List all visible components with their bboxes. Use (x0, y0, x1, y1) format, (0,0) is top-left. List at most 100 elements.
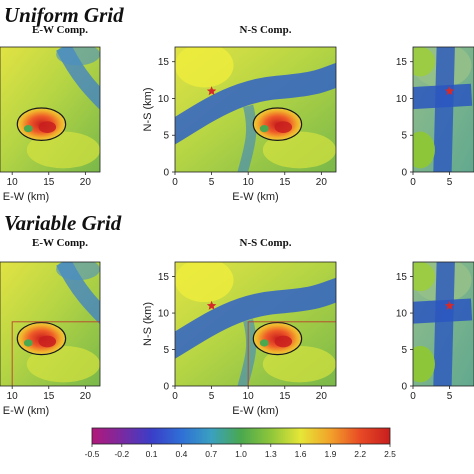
colorbar-tick-label: 2.5 (384, 449, 396, 459)
heatmap-panel (175, 262, 336, 386)
low-amplitude-patch (56, 47, 100, 66)
x-tick-label: 20 (80, 391, 92, 402)
component-label: E-W Comp. (32, 24, 88, 36)
low-amplitude-band (175, 62, 336, 145)
x-tick-label: 15 (43, 177, 55, 188)
basin-low-spot (23, 124, 33, 133)
refined-grid-outline (11, 321, 100, 386)
x-tick-label: 20 (316, 177, 328, 188)
y-tick-label: 0 (163, 168, 169, 179)
y-tick-label: 0 (401, 382, 407, 393)
y-tick-label: 10 (396, 94, 408, 105)
panel-frame (412, 46, 474, 173)
colorbar-tick-label: 0.7 (205, 449, 217, 459)
colorbar-tick-label: 1.6 (295, 449, 307, 459)
colorbar-tick-label: -0.5 (85, 449, 100, 459)
panel-frame (174, 46, 337, 173)
colorbar-tick-label: 1.0 (235, 449, 247, 459)
low-amplitude-band (237, 319, 257, 386)
basin-low-spot (259, 339, 269, 347)
basin-peak (274, 121, 293, 134)
low-amplitude-band (237, 104, 257, 172)
x-tick-label: 10 (243, 177, 255, 188)
station-star (444, 86, 455, 96)
station-star (206, 86, 217, 96)
panel-frame (0, 46, 101, 173)
y-tick-label: 5 (401, 345, 407, 356)
x-tick-label: 15 (279, 177, 291, 188)
heatmap-panel (175, 47, 336, 172)
colorbar-tick-label: 2.2 (354, 449, 366, 459)
y-tick-label: 0 (163, 382, 169, 393)
basin-low-spot (259, 124, 269, 133)
y-tick-label: 15 (396, 272, 408, 283)
heatmap-panel (0, 47, 100, 172)
high-amplitude-patch (413, 131, 435, 169)
x-tick-label: 20 (80, 177, 92, 188)
low-amplitude-patch (56, 262, 100, 281)
x-tick-label: 10 (7, 391, 19, 402)
high-amplitude-patch (413, 47, 435, 77)
low-amplitude-band (433, 47, 455, 172)
low-amplitude-band (175, 277, 336, 359)
y-tick-label: 15 (158, 272, 170, 283)
panel-frame (0, 261, 101, 387)
panel-frame (412, 261, 474, 387)
x-tick-label: 0 (172, 177, 178, 188)
heatmap-panel (413, 262, 474, 386)
x-tick-label: 0 (172, 391, 178, 402)
high-amplitude-patch (175, 47, 234, 88)
component-label: N-S Comp. (240, 237, 292, 249)
section-title: Uniform Grid (4, 3, 124, 27)
y-tick-label: 15 (158, 57, 170, 68)
y-tick-label: 5 (163, 131, 169, 142)
x-tick-label: 0 (410, 177, 416, 188)
panel-frame (174, 261, 337, 387)
colorbar-tick-label: 1.9 (324, 449, 336, 459)
y-tick-label: 5 (163, 345, 169, 356)
x-axis-label: E-W (km) (3, 191, 49, 203)
section-title: Variable Grid (4, 211, 122, 235)
basin-peak (274, 335, 293, 348)
x-tick-label: 5 (209, 391, 215, 402)
heatmap-panel (0, 262, 100, 386)
x-tick-label: 5 (447, 177, 453, 188)
y-tick-label: 15 (396, 57, 408, 68)
colorbar-tick-label: 0.1 (146, 449, 158, 459)
component-label: E-W Comp. (32, 237, 88, 249)
x-tick-label: 10 (243, 391, 255, 402)
x-axis-label: E-W (km) (232, 191, 278, 203)
x-axis-label: E-W (km) (232, 405, 278, 417)
high-amplitude-patch (413, 345, 435, 383)
x-tick-label: 20 (316, 391, 328, 402)
low-amplitude-band (433, 262, 455, 386)
y-tick-label: 10 (396, 309, 408, 320)
station-star (206, 300, 217, 310)
y-axis-label: N-S (km) (142, 88, 154, 132)
x-tick-label: 15 (279, 391, 291, 402)
y-axis-label: N-S (km) (142, 302, 154, 346)
x-tick-label: 15 (43, 391, 55, 402)
basin-peak (38, 335, 57, 348)
x-axis-label: E-W (km) (3, 405, 49, 417)
y-tick-label: 10 (158, 309, 170, 320)
x-tick-label: 5 (209, 177, 215, 188)
station-star (444, 300, 455, 310)
refined-grid-outline (247, 321, 336, 386)
colorbar (91, 427, 391, 445)
y-tick-label: 0 (401, 168, 407, 179)
x-tick-label: 10 (7, 177, 19, 188)
y-tick-label: 10 (158, 94, 170, 105)
high-amplitude-patch (413, 262, 435, 292)
colorbar-tick-label: 1.3 (265, 449, 277, 459)
x-tick-label: 5 (447, 391, 453, 402)
y-tick-label: 5 (401, 131, 407, 142)
basin-low-spot (23, 339, 33, 347)
heatmap-panel (413, 47, 474, 172)
colorbar-tick-label: 0.4 (175, 449, 187, 459)
colorbar-tick-label: -0.2 (114, 449, 129, 459)
high-amplitude-patch (175, 262, 234, 303)
basin-peak (38, 121, 57, 134)
component-label: N-S Comp. (240, 24, 292, 36)
